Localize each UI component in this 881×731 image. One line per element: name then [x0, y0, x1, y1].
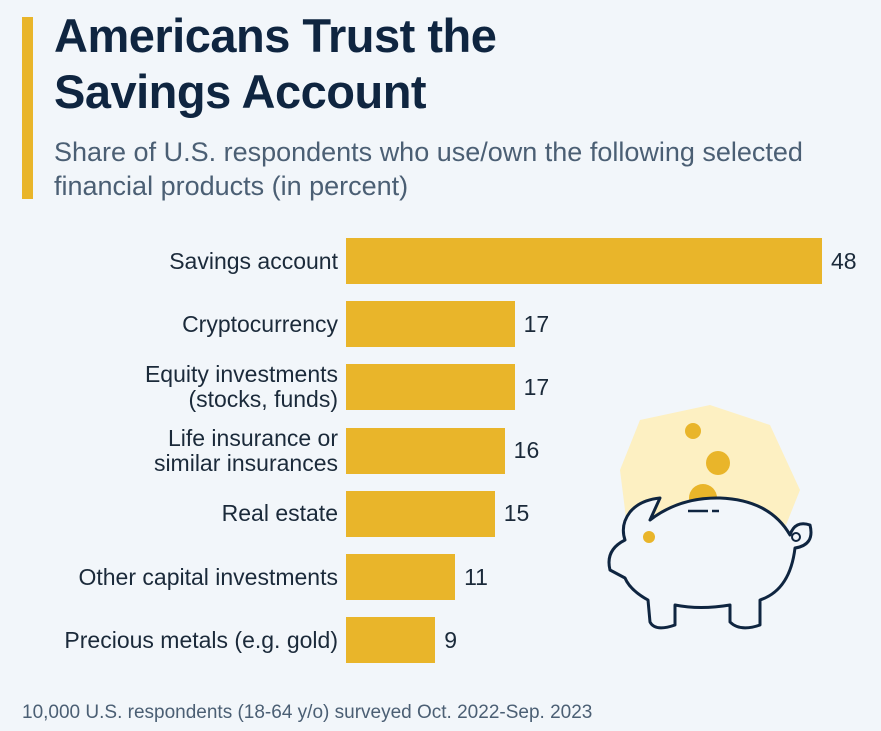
bar	[346, 238, 822, 284]
value-label: 17	[523, 373, 550, 400]
category-label: Equity investments (stocks, funds)	[144, 361, 338, 413]
chart-subtitle: Share of U.S. respondents who use/own th…	[54, 137, 803, 201]
chart-title: Americans Trust the Savings Account	[54, 8, 497, 120]
bar	[346, 490, 495, 537]
value-label: 11	[464, 563, 488, 590]
value-label: 17	[523, 310, 550, 337]
piggy-bank-icon	[607, 405, 813, 630]
category-label: Other capital investments	[78, 563, 338, 590]
category-label: Cryptocurrency	[182, 310, 338, 337]
category-label: Savings account	[169, 247, 338, 274]
value-label: 16	[513, 437, 540, 464]
bar-row: Other capital investments 11	[0, 554, 881, 600]
bar	[346, 554, 456, 600]
value-label: 48	[831, 247, 857, 274]
title-line-1: Americans Trust the	[54, 9, 497, 62]
category-label: Real estate	[221, 500, 338, 527]
value-label: 9	[444, 626, 458, 653]
title-accent-bar	[22, 17, 33, 199]
bar	[346, 427, 505, 474]
bar-row: Real estate 15	[0, 490, 881, 537]
bar-row: Life insurance or similar insurances 16	[0, 424, 881, 476]
bar	[346, 301, 515, 348]
bar-row: Cryptocurrency 17	[0, 301, 881, 348]
bar	[346, 617, 436, 664]
source-note: 10,000 U.S. respondents (18-64 y/o) surv…	[22, 702, 593, 723]
title-line-2: Savings Account	[54, 65, 427, 118]
bar	[346, 364, 515, 411]
bar-row: Savings account 48	[0, 238, 881, 284]
category-label: Life insurance or similar insurances	[153, 424, 338, 476]
bar-row: Precious metals (e.g. gold) 9	[0, 617, 881, 664]
bar-row: Equity investments (stocks, funds) 17	[0, 361, 881, 413]
value-label: 15	[503, 500, 530, 527]
category-label: Precious metals (e.g. gold)	[64, 626, 338, 653]
